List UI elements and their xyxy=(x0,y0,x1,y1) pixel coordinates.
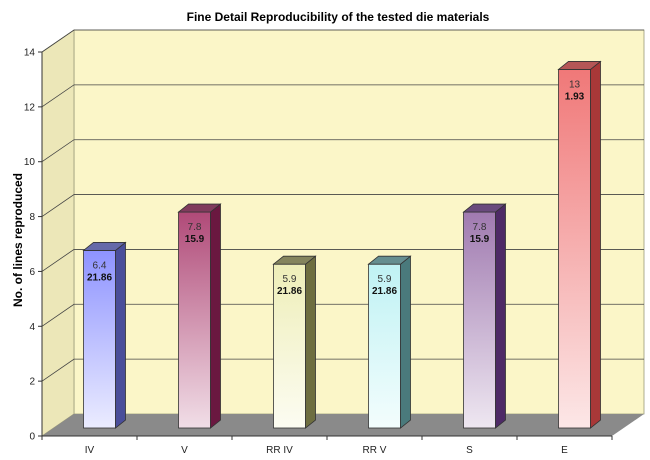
x-tick-label: RR V xyxy=(363,445,387,456)
chart-title: Fine Detail Reproducibility of the teste… xyxy=(187,10,490,24)
y-tick-label: 12 xyxy=(24,102,36,113)
y-tick-label: 4 xyxy=(29,322,35,333)
bar-secondary-label: 21.86 xyxy=(372,286,397,297)
gridline xyxy=(41,29,644,53)
x-tick-label: V xyxy=(181,445,188,456)
x-tick-label: E xyxy=(561,445,568,456)
y-tick-label: 14 xyxy=(24,48,36,59)
y-tick-label: 8 xyxy=(29,212,35,223)
bar-e xyxy=(557,60,602,429)
gridline xyxy=(41,84,644,108)
bar-secondary-label: 1.93 xyxy=(565,91,585,102)
bar-side xyxy=(305,255,316,429)
y-axis-label: No. of lines reproduced xyxy=(11,173,25,307)
x-tick-label: RR IV xyxy=(266,445,293,456)
bar-front xyxy=(368,263,401,429)
bar-secondary-label: 21.86 xyxy=(277,286,302,297)
bar-rr-iv xyxy=(272,255,317,429)
bar-top xyxy=(462,203,507,213)
gridline xyxy=(41,303,644,327)
bar-top xyxy=(272,255,317,265)
bar-secondary-label: 15.9 xyxy=(185,234,205,245)
bar-value-label: 7.8 xyxy=(473,222,487,233)
bar-s xyxy=(462,203,507,429)
bar-value-label: 7.8 xyxy=(188,222,202,233)
bar-front xyxy=(558,69,591,429)
bar-v xyxy=(177,203,222,429)
bar-side xyxy=(115,241,126,429)
x-tick-label: IV xyxy=(85,445,95,456)
bar-top xyxy=(82,242,127,251)
bar-secondary-label: 15.9 xyxy=(470,234,490,245)
bar-value-label: 5.9 xyxy=(283,274,297,285)
bar-front xyxy=(178,211,211,429)
bar-top xyxy=(177,203,222,213)
floor xyxy=(42,414,644,436)
plot-area: 024681012146.421.86IV7.815.9V5.921.86RR … xyxy=(24,29,645,456)
x-tick-label: S xyxy=(466,445,473,456)
bar-iv xyxy=(82,241,127,429)
y-tick-label: 6 xyxy=(29,267,35,278)
y-tick-label: 2 xyxy=(29,377,35,388)
gridline xyxy=(41,249,644,272)
bar-value-label: 13 xyxy=(569,79,581,90)
bar-top xyxy=(557,61,602,70)
y-tick-label: 0 xyxy=(29,432,35,443)
bar-side xyxy=(590,60,601,429)
side-wall xyxy=(41,29,75,437)
bar-secondary-label: 21.86 xyxy=(87,272,112,283)
bar-value-label: 5.9 xyxy=(378,274,392,285)
gridline xyxy=(41,358,644,382)
bar-value-label: 6.4 xyxy=(93,260,107,271)
bar-side xyxy=(495,203,506,429)
bar-side xyxy=(400,255,411,429)
bar-top xyxy=(367,255,412,265)
y-tick-label: 10 xyxy=(24,157,36,168)
bar-side xyxy=(210,203,221,429)
gridline xyxy=(41,194,644,217)
gridline xyxy=(41,139,644,163)
bar-rr-v xyxy=(367,255,412,429)
bar-front xyxy=(463,211,496,429)
